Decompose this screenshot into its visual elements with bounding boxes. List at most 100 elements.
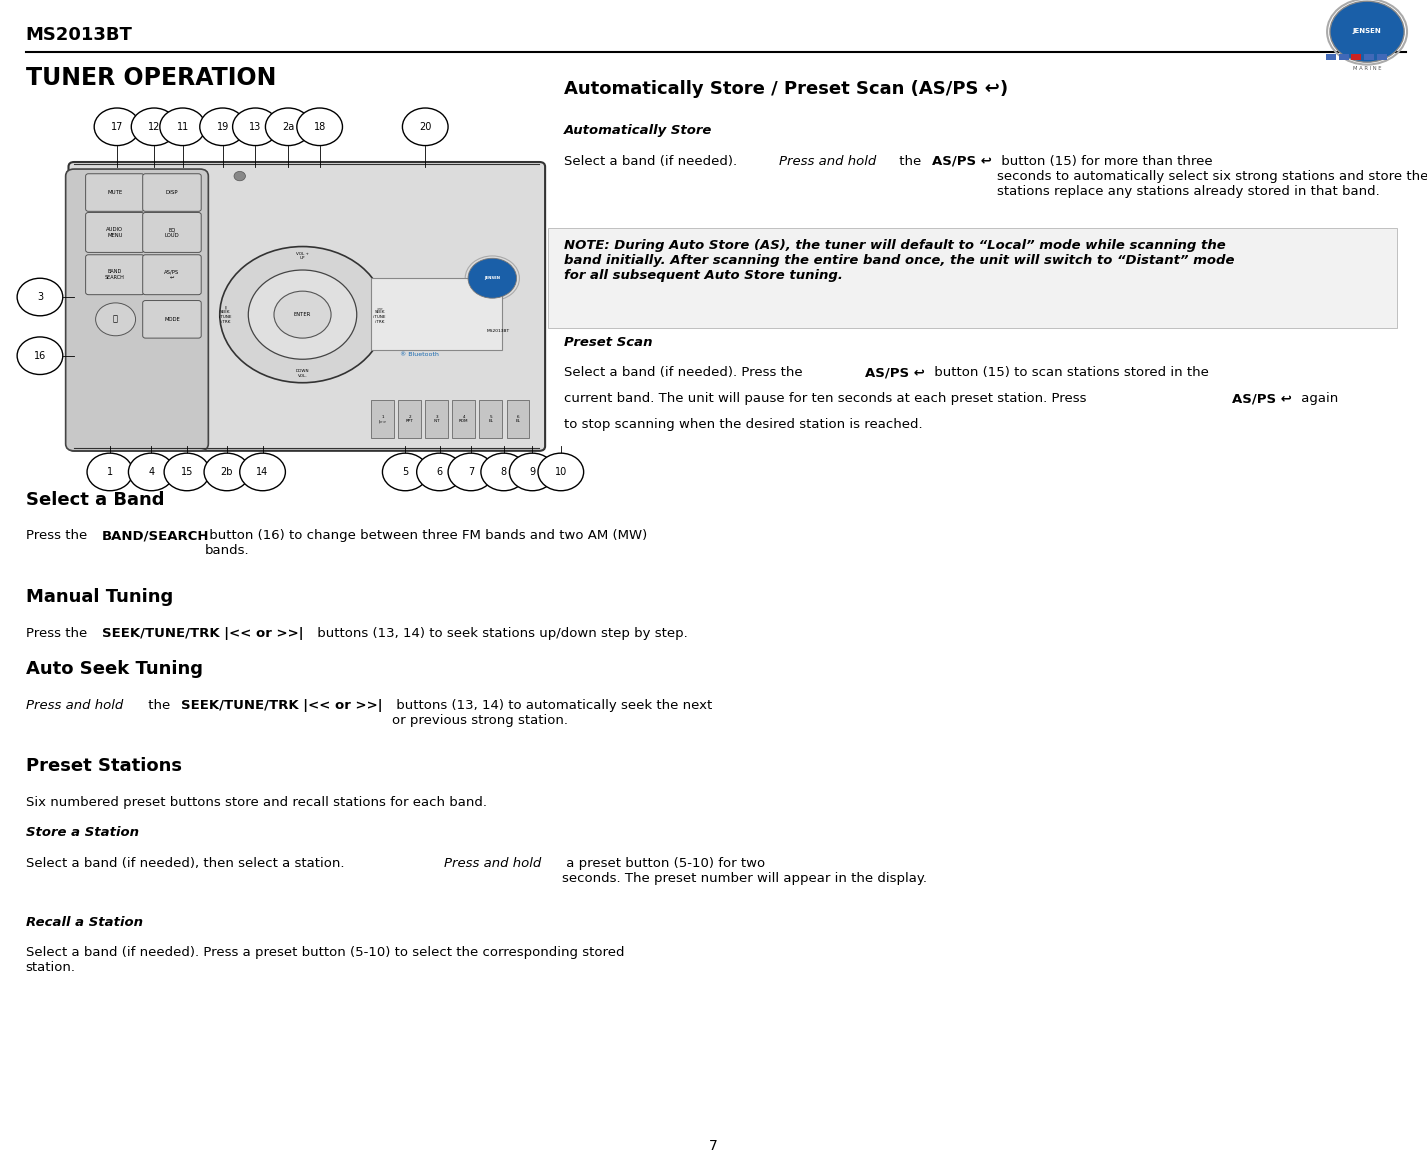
Text: Press the: Press the: [26, 627, 91, 640]
Text: 3
INT: 3 INT: [434, 414, 440, 424]
Text: 20: 20: [420, 122, 431, 131]
Text: Select a band (if needed).: Select a band (if needed).: [564, 155, 741, 168]
Text: buttons (13, 14) to seek stations up/down step by step.: buttons (13, 14) to seek stations up/dow…: [313, 627, 688, 640]
FancyBboxPatch shape: [143, 255, 201, 295]
Text: 7: 7: [709, 1139, 718, 1153]
Text: Press and hold: Press and hold: [26, 699, 123, 711]
Text: ® Bluetooth: ® Bluetooth: [400, 352, 438, 357]
Text: DOWN
VOL-: DOWN VOL-: [295, 369, 310, 378]
FancyBboxPatch shape: [452, 400, 475, 438]
Text: 5: 5: [402, 467, 408, 477]
Text: buttons (13, 14) to automatically seek the next
or previous strong station.: buttons (13, 14) to automatically seek t…: [392, 699, 712, 727]
FancyBboxPatch shape: [143, 301, 201, 338]
Text: 4
RDM: 4 RDM: [459, 414, 468, 424]
Text: AS/PS ↩: AS/PS ↩: [865, 366, 925, 379]
Circle shape: [128, 453, 174, 491]
Text: VOL +
UP: VOL + UP: [295, 251, 310, 261]
Text: Recall a Station: Recall a Station: [26, 916, 143, 929]
Text: 11: 11: [177, 122, 188, 131]
Circle shape: [204, 453, 250, 491]
Text: 1: 1: [107, 467, 113, 477]
Bar: [1351, 54, 1361, 60]
Text: 1
|>>: 1 |>>: [378, 414, 387, 424]
Text: Manual Tuning: Manual Tuning: [26, 588, 173, 606]
FancyBboxPatch shape: [143, 174, 201, 211]
Text: BAND/SEARCH: BAND/SEARCH: [103, 529, 210, 542]
Text: AUDIO
MENU: AUDIO MENU: [107, 227, 123, 238]
Text: 2a: 2a: [283, 122, 294, 131]
Text: Select a band (if needed). Press a preset button (5-10) to select the correspond: Select a band (if needed). Press a prese…: [26, 946, 624, 974]
FancyBboxPatch shape: [86, 212, 144, 252]
FancyBboxPatch shape: [507, 400, 529, 438]
Text: 13: 13: [250, 122, 261, 131]
Text: ||
SEEK
/TUNE
/TRK: || SEEK /TUNE /TRK: [220, 305, 231, 324]
Text: button (15) to scan stations stored in the: button (15) to scan stations stored in t…: [930, 366, 1209, 379]
Text: Store a Station: Store a Station: [26, 826, 138, 839]
Text: Select a band (if needed). Press the: Select a band (if needed). Press the: [564, 366, 806, 379]
Text: 10: 10: [555, 467, 567, 477]
Circle shape: [417, 453, 462, 491]
Circle shape: [200, 108, 245, 146]
Text: 17: 17: [111, 122, 123, 131]
Text: Preset Scan: Preset Scan: [564, 336, 652, 349]
Text: 6: 6: [437, 467, 442, 477]
Text: Select a Band: Select a Band: [26, 491, 164, 508]
Text: a preset button (5-10) for two
seconds. The preset number will appear in the dis: a preset button (5-10) for two seconds. …: [562, 857, 928, 885]
Text: 6
EL: 6 EL: [515, 414, 521, 424]
Text: NOTE: During Auto Store (AS), the tuner will default to “Local” mode while scann: NOTE: During Auto Store (AS), the tuner …: [564, 239, 1234, 283]
FancyBboxPatch shape: [143, 212, 201, 252]
Text: AS/PS
↩: AS/PS ↩: [164, 269, 180, 281]
Circle shape: [297, 108, 342, 146]
FancyBboxPatch shape: [398, 400, 421, 438]
Text: Automatically Store / Preset Scan (AS/PS ↩): Automatically Store / Preset Scan (AS/PS…: [564, 80, 1007, 97]
Text: current band. The unit will pause for ten seconds at each preset station. Press: current band. The unit will pause for te…: [564, 392, 1090, 405]
Circle shape: [87, 453, 133, 491]
Text: 2
RPT: 2 RPT: [405, 414, 414, 424]
Circle shape: [17, 337, 63, 375]
Text: AS/PS ↩: AS/PS ↩: [1232, 392, 1291, 405]
Text: MS2013BT: MS2013BT: [487, 329, 509, 333]
Text: TUNER OPERATION: TUNER OPERATION: [26, 66, 275, 89]
Circle shape: [274, 291, 331, 338]
Text: again: again: [1297, 392, 1339, 405]
Text: Auto Seek Tuning: Auto Seek Tuning: [26, 660, 203, 677]
Bar: [1377, 54, 1387, 60]
Text: 14: 14: [257, 467, 268, 477]
Circle shape: [1330, 1, 1404, 62]
Text: Six numbered preset buttons store and recall stations for each band.: Six numbered preset buttons store and re…: [26, 796, 487, 809]
Bar: [1364, 54, 1374, 60]
Text: 9: 9: [529, 467, 535, 477]
Text: 15: 15: [181, 467, 193, 477]
Circle shape: [448, 453, 494, 491]
Text: BAND
SEARCH: BAND SEARCH: [106, 269, 124, 281]
Text: the: the: [895, 155, 925, 168]
Circle shape: [402, 108, 448, 146]
Text: ⏻: ⏻: [113, 315, 118, 324]
FancyBboxPatch shape: [66, 169, 208, 451]
Text: Press the: Press the: [26, 529, 91, 542]
Text: 7: 7: [468, 467, 474, 477]
Circle shape: [538, 453, 584, 491]
Text: Preset Stations: Preset Stations: [26, 757, 181, 775]
Text: 16: 16: [34, 351, 46, 360]
Text: 8: 8: [501, 467, 507, 477]
FancyBboxPatch shape: [548, 228, 1397, 328]
FancyBboxPatch shape: [68, 162, 545, 451]
Circle shape: [17, 278, 63, 316]
Text: 19: 19: [217, 122, 228, 131]
Text: SEEK/TUNE/TRK |<< or >>|: SEEK/TUNE/TRK |<< or >>|: [103, 627, 304, 640]
Text: JENSEN: JENSEN: [1353, 27, 1381, 34]
Text: DISP: DISP: [166, 190, 178, 195]
Circle shape: [248, 270, 357, 359]
Circle shape: [96, 303, 136, 336]
Text: >>
SEEK
/TUNE
/TRK: >> SEEK /TUNE /TRK: [374, 305, 385, 324]
Text: AS/PS ↩: AS/PS ↩: [932, 155, 992, 168]
Text: button (15) for more than three
seconds to automatically select six strong stati: button (15) for more than three seconds …: [997, 155, 1427, 198]
Circle shape: [481, 453, 527, 491]
Text: to stop scanning when the desired station is reached.: to stop scanning when the desired statio…: [564, 418, 922, 431]
Circle shape: [240, 453, 285, 491]
FancyBboxPatch shape: [86, 174, 144, 211]
Circle shape: [234, 171, 245, 181]
Text: Press and hold: Press and hold: [779, 155, 876, 168]
Circle shape: [164, 453, 210, 491]
